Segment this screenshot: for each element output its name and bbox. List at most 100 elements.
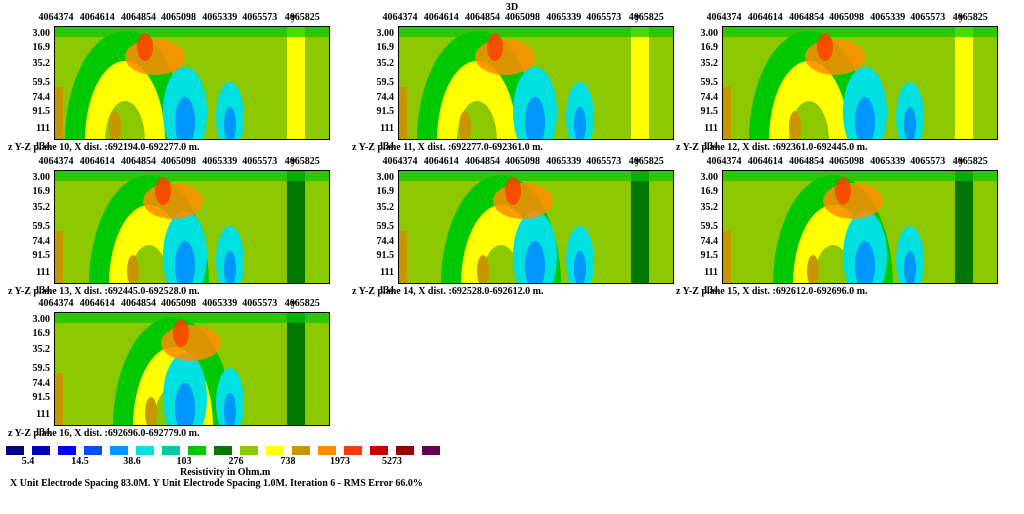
depth-tick-label: 111 xyxy=(36,123,50,134)
x-tick-label: 4065573 xyxy=(910,156,946,167)
depth-tick-label: 35.2 xyxy=(32,58,51,69)
depth-tick-label: 74.4 xyxy=(700,236,719,247)
panel-caption: z Y-Z plane 14, X dist. :692528.0-692612… xyxy=(352,286,544,297)
depth-tick-label: 3.00 xyxy=(32,172,51,183)
legend-label: 738 xyxy=(280,456,296,467)
depth-tick-label: 91.5 xyxy=(700,106,719,117)
x-tick-label: 4065825 xyxy=(284,156,320,167)
resistivity-section xyxy=(722,170,998,284)
x-tick-label: 4064614 xyxy=(423,156,459,167)
legend-swatch xyxy=(32,446,50,455)
depth-tick-label: 134 xyxy=(379,141,394,152)
depth-tick-label: 91.5 xyxy=(32,250,51,261)
depth-tick-label: 35.2 xyxy=(32,344,51,355)
depth-tick-label: 134 xyxy=(35,141,50,152)
chart-title: 3D xyxy=(505,2,519,13)
x-tick-label: 4065573 xyxy=(242,12,278,23)
x-tick-row: 4064374 4064614 4064854 4065098 4065339 40655… xyxy=(383,156,664,168)
depth-tick-label: 16.9 xyxy=(32,42,51,53)
x-tick-label: 4064614 xyxy=(79,156,115,167)
x-tick-label: 4064374 xyxy=(38,298,74,309)
depth-tick-label: 134 xyxy=(35,285,50,296)
x-tick-label: 4064854 xyxy=(121,156,156,167)
depth-tick-label: 35.2 xyxy=(700,58,719,69)
x-tick-row: 4064374 4064614 4064854 4065098 4065339 40655… xyxy=(39,12,320,24)
depth-tick-label: 59.5 xyxy=(32,363,51,374)
depth-tick-label: 74.4 xyxy=(32,378,51,389)
section-panel: 4064374 4064614 4064854 4065098 4065339 40655… xyxy=(8,12,330,160)
x-axis-label: y xyxy=(291,12,296,23)
depth-tick-label: 35.2 xyxy=(32,202,51,213)
x-tick-label: 4065098 xyxy=(161,156,196,167)
x-tick-label: 4065098 xyxy=(505,12,540,23)
depth-tick-label: 91.5 xyxy=(32,106,51,117)
legend-label: 276 xyxy=(228,456,244,467)
section-panel: 4064374 4064614 4064854 4065098 4065339 40655… xyxy=(8,298,330,446)
depth-tick-label: 35.2 xyxy=(700,202,719,213)
x-axis-label: y xyxy=(291,298,296,309)
legend-swatch xyxy=(110,446,128,455)
x-tick-label: 4064854 xyxy=(121,298,156,309)
x-axis-label: y xyxy=(291,156,296,167)
x-tick-label: 4065339 xyxy=(202,156,238,167)
section-panel: 4064374 4064614 4064854 4065098 4065339 40655… xyxy=(676,12,998,160)
section-panel: 4064374 4064614 4064854 4065098 4065339 40655… xyxy=(676,156,998,304)
x-tick-label: 4064614 xyxy=(747,156,783,167)
depth-tick-label: 3.00 xyxy=(376,28,395,39)
x-axis-label: y xyxy=(959,156,964,167)
x-tick-label: 4065573 xyxy=(586,156,622,167)
depth-tick-label: 111 xyxy=(36,409,50,420)
depth-tick-label: 111 xyxy=(36,267,50,278)
x-tick-label: 4064854 xyxy=(121,12,156,23)
x-tick-label: 4064854 xyxy=(789,156,824,167)
depth-tick-label: 134 xyxy=(703,141,718,152)
depth-tick-label: 59.5 xyxy=(700,77,719,88)
depth-tick-label: 3.00 xyxy=(700,28,719,39)
panel-caption: z Y-Z plane 16, X dist. :692696.0-692779… xyxy=(8,428,200,439)
x-tick-label: 4065339 xyxy=(546,12,582,23)
x-tick-label: 4065339 xyxy=(870,12,906,23)
x-tick-label: 4064374 xyxy=(38,12,74,23)
x-tick-label: 4065098 xyxy=(505,156,540,167)
resistivity-section xyxy=(722,26,998,140)
x-tick-label: 4065825 xyxy=(284,298,320,309)
depth-tick-label: 16.9 xyxy=(32,186,51,197)
depth-tick-label: 74.4 xyxy=(700,92,719,103)
depth-tick-label: 59.5 xyxy=(700,221,719,232)
depth-tick-label: 134 xyxy=(703,285,718,296)
footer-info: X Unit Electrode Spacing 83.0M. Y Unit E… xyxy=(10,478,423,489)
x-tick-label: 4064614 xyxy=(747,12,783,23)
depth-tick-label: 91.5 xyxy=(32,392,51,403)
x-tick-label: 4065098 xyxy=(829,12,864,23)
x-tick-label: 4065573 xyxy=(586,12,622,23)
x-tick-label: 4064854 xyxy=(465,156,500,167)
depth-tick-label: 59.5 xyxy=(32,77,51,88)
legend-label: 5.4 xyxy=(21,456,35,467)
depth-tick-label: 111 xyxy=(380,267,394,278)
depth-tick-label: 16.9 xyxy=(376,186,395,197)
depth-tick-label: 16.9 xyxy=(700,42,719,53)
x-tick-label: 4065825 xyxy=(284,12,320,23)
x-tick-label: 4065098 xyxy=(161,298,196,309)
x-tick-label: 4064374 xyxy=(382,156,418,167)
x-tick-row: 4064374 4064614 4064854 4065098 4065339 40655… xyxy=(39,298,320,310)
section-panel: 4064374 4064614 4064854 4065098 4065339 40655… xyxy=(8,156,330,304)
legend-swatch xyxy=(240,446,258,455)
x-tick-row: 4064374 4064614 4064854 4065098 4065339 40655… xyxy=(383,12,664,24)
x-tick-label: 4065573 xyxy=(242,156,278,167)
legend-swatch xyxy=(6,446,24,455)
legend-swatch xyxy=(214,446,232,455)
panel-caption: z Y-Z plane 12, X dist. :692361.0-692445… xyxy=(676,142,868,153)
depth-tick-label: 3.00 xyxy=(700,172,719,183)
x-tick-label: 4065339 xyxy=(546,156,582,167)
x-tick-label: 4065825 xyxy=(952,156,988,167)
depth-tick-label: 111 xyxy=(704,123,718,134)
x-tick-label: 4065825 xyxy=(952,12,988,23)
depth-tick-label: 16.9 xyxy=(376,42,395,53)
depth-tick-label: 3.00 xyxy=(32,28,51,39)
x-axis-label: y xyxy=(635,156,640,167)
resistivity-section xyxy=(54,170,330,284)
x-tick-label: 4064374 xyxy=(382,12,418,23)
depth-tick-label: 59.5 xyxy=(376,221,395,232)
legend-swatch xyxy=(396,446,414,455)
